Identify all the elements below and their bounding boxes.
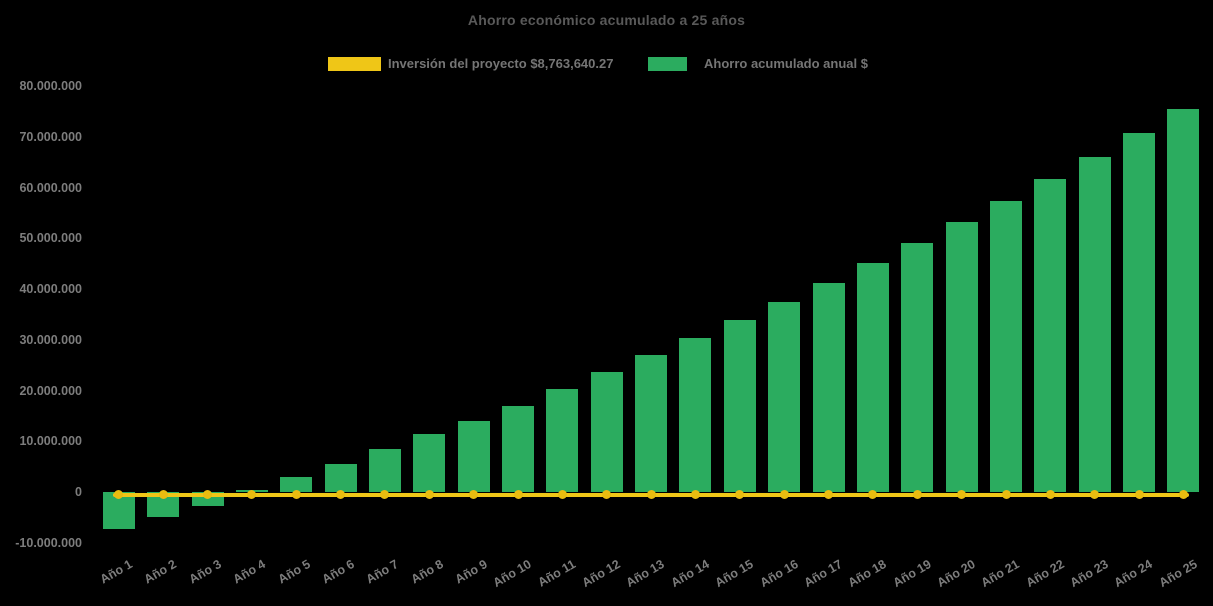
x-axis-label-año-3: Año 3	[186, 557, 224, 587]
x-axis-label-año-13: Año 13	[624, 557, 668, 590]
bar-año-16	[768, 301, 801, 492]
x-axis-label-año-4: Año 4	[230, 557, 268, 587]
legend-label-savings: Ahorro acumulado anual $	[704, 56, 868, 71]
legend-item-investment: Inversión del proyecto $8,763,640.27	[328, 56, 613, 71]
x-axis-label-año-12: Año 12	[579, 557, 623, 590]
investment-line-marker-4	[247, 490, 257, 499]
investment-line-marker-9	[469, 490, 479, 499]
investment-line-marker-16	[779, 490, 789, 499]
investment-line-marker-1	[114, 490, 124, 499]
bar-año-25	[1167, 109, 1200, 492]
investment-line-marker-23	[1090, 490, 1100, 499]
investment-line-marker-13	[646, 490, 656, 499]
x-axis-label-año-10: Año 10	[490, 557, 535, 590]
bar-año-14	[679, 338, 712, 492]
x-axis-label-año-9: Año 9	[452, 557, 490, 587]
bar-año-23	[1078, 156, 1111, 492]
bar-año-17	[812, 282, 845, 492]
bar-año-18	[856, 263, 889, 492]
investment-line-marker-25	[1178, 490, 1188, 499]
investment-line-marker-14	[690, 490, 700, 499]
bar-año-12	[590, 371, 623, 492]
x-axis-label-año-24: Año 24	[1111, 557, 1156, 590]
y-axis-label-70.000.000: 70.000.000	[19, 129, 82, 144]
x-axis-label-año-20: Año 20	[934, 557, 978, 590]
investment-line-marker-18	[868, 490, 878, 499]
investment-line-marker-8	[424, 490, 434, 499]
investment-line-swatch	[328, 56, 381, 71]
bar-año-21	[990, 201, 1022, 492]
legend-label-investment: Inversión del proyecto $8,763,640.27	[388, 56, 614, 71]
investment-line-marker-15	[735, 490, 745, 499]
investment-line-marker-6	[336, 490, 346, 499]
investment-line-marker-11	[557, 490, 567, 499]
bar-año-5	[280, 477, 313, 492]
chart-title: Ahorro económico acumulado a 25 años	[467, 12, 746, 28]
bar-año-9	[457, 420, 490, 492]
bar-año-13	[635, 354, 668, 492]
x-axis-label-año-18: Año 18	[845, 557, 889, 590]
x-axis-label-año-1: Año 1	[97, 557, 135, 587]
bar-año-10	[502, 405, 535, 492]
y-axis-label-80.000.000: 80.000.000	[19, 79, 82, 93]
x-axis-label-año-14: Año 14	[668, 557, 712, 590]
x-axis-label-año-25: Año 25	[1156, 557, 1200, 590]
y-axis-label-40.000.000: 40.000.000	[19, 282, 82, 296]
investment-line-marker-10	[513, 490, 523, 499]
y-axis-label-20.000.000: 20.000.000	[19, 383, 82, 398]
x-axis-label-año-19: Año 19	[890, 557, 934, 590]
y-axis-label-30.000.000: 30.000.000	[19, 332, 82, 347]
bar-año-7	[368, 449, 401, 492]
y-axis-label-0: 0	[75, 485, 82, 499]
y-axis-label--10.000.000: -10.000.000	[15, 535, 82, 550]
bar-año-6	[324, 463, 357, 492]
investment-line-marker-22	[1045, 490, 1055, 499]
legend-item-savings: Ahorro acumulado anual $	[648, 56, 868, 71]
x-axis-label-año-11: Año 11	[535, 557, 579, 590]
investment-line-marker-3	[203, 490, 213, 499]
investment-line-marker-19	[912, 490, 922, 499]
y-axis-label-50.000.000: 50.000.000	[19, 231, 82, 246]
x-axis-label-año-6: Año 6	[319, 557, 357, 587]
x-axis-label-año-17: Año 17	[801, 557, 845, 590]
investment-line-marker-21	[1001, 490, 1011, 499]
bar-año-8	[413, 434, 446, 492]
investment-line-marker-7	[380, 490, 390, 499]
x-axis-label-año-2: Año 2	[142, 557, 180, 587]
bar-año-11	[546, 388, 579, 492]
investment-line-marker-2	[158, 490, 168, 499]
investment-line-marker-17	[824, 490, 834, 499]
y-axis-label-10.000.000: 10.000.000	[19, 434, 82, 449]
x-axis-label-año-16: Año 16	[757, 557, 801, 590]
x-axis-label-año-23: Año 23	[1067, 557, 1111, 590]
investment-line-marker-5	[291, 490, 301, 499]
x-axis-label-año-7: Año 7	[363, 557, 401, 587]
bar-año-19	[901, 242, 934, 492]
bar-año-24	[1123, 132, 1156, 492]
bar-año-15	[723, 319, 756, 492]
x-axis-label-año-15: Año 15	[712, 557, 756, 590]
x-axis-label-año-21: Año 21	[978, 557, 1022, 590]
y-axis-label-60.000.000: 60.000.000	[19, 180, 82, 195]
bar-año-22	[1034, 178, 1067, 492]
x-axis-label-año-8: Año 8	[408, 557, 446, 587]
x-axis-label-año-5: Año 5	[275, 557, 313, 587]
investment-line-marker-12	[602, 490, 612, 499]
x-axis-label-año-22: Año 22	[1023, 557, 1067, 590]
savings-bar-swatch	[648, 56, 687, 71]
investment-line-marker-24	[1134, 490, 1144, 499]
bar-año-20	[945, 222, 978, 492]
investment-line-marker-20	[957, 490, 967, 499]
